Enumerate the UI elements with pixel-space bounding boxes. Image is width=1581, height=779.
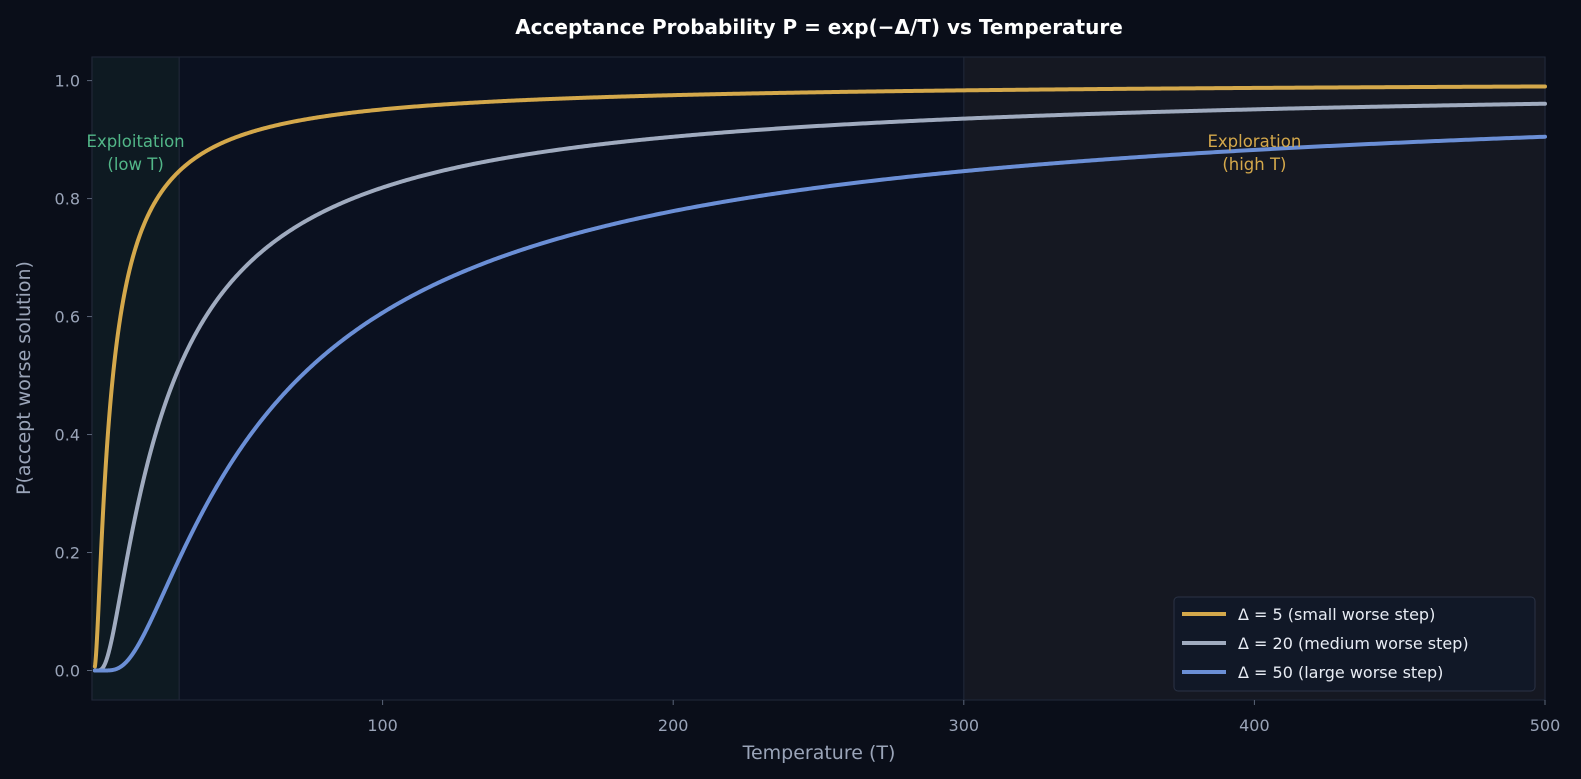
- annotation-line: Exploration: [1207, 132, 1301, 151]
- series-line-0: [92, 84, 1547, 669]
- legend-label-1: Δ = 20 (medium worse step): [1238, 634, 1469, 653]
- y-tick-label: 0.8: [55, 190, 80, 209]
- annotation-line: (low T): [107, 155, 163, 174]
- x-tick-label: 300: [949, 716, 980, 735]
- legend-label-2: Δ = 50 (large worse step): [1238, 663, 1443, 682]
- annotation-line: (high T): [1222, 155, 1286, 174]
- y-tick-label: 0.6: [55, 308, 80, 327]
- x-axis-label: Temperature (T): [742, 742, 896, 764]
- series-line-2: [92, 134, 1547, 673]
- region-0-annotation: Exploitation (low T): [87, 132, 185, 174]
- region-0-shade: [92, 57, 180, 700]
- series-line-1: [92, 101, 1547, 673]
- y-tick-label: 0.4: [55, 426, 80, 445]
- y-axis-label: P(accept worse solution): [13, 261, 35, 495]
- x-tick-label: 100: [367, 716, 398, 735]
- x-tick-label: 200: [658, 716, 689, 735]
- annotation-line: Exploitation: [87, 132, 185, 151]
- y-tick-label: 1.0: [55, 72, 80, 91]
- x-tick-label: 400: [1239, 716, 1270, 735]
- legend-box: [1173, 596, 1536, 692]
- y-tick-label: 0.0: [55, 662, 80, 681]
- region-1-annotation: Exploration (high T): [1207, 132, 1301, 174]
- plot-frame: [91, 56, 1546, 701]
- x-tick-label: 500: [1530, 716, 1561, 735]
- y-tick-label: 0.2: [55, 544, 80, 563]
- chart-title: Acceptance Probability P = exp(−Δ/T) vs …: [515, 15, 1123, 39]
- legend-label-0: Δ = 5 (small worse step): [1238, 605, 1435, 624]
